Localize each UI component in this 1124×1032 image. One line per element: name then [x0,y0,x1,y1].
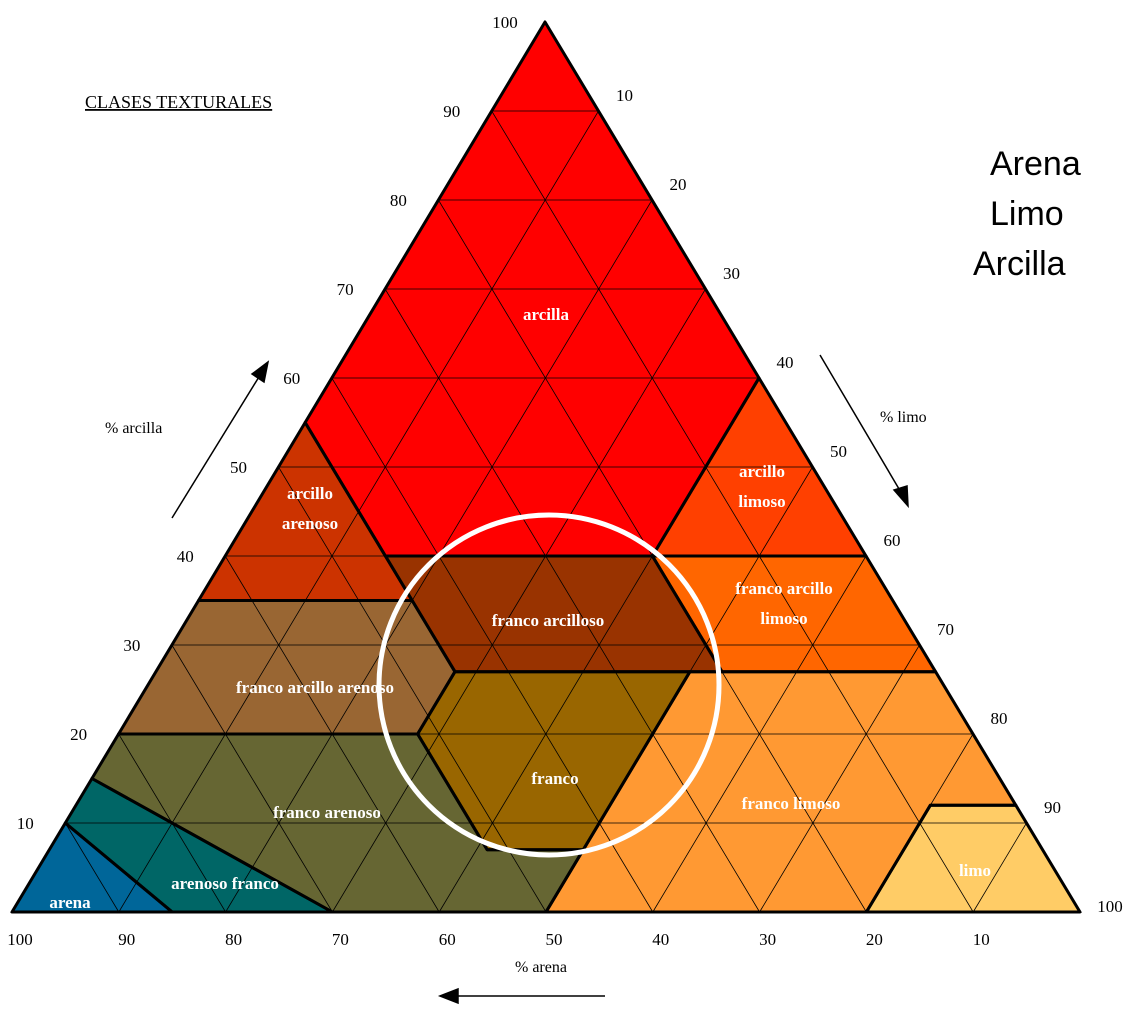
silt-tick: 50 [830,442,847,461]
title: CLASES TEXTURALES [85,92,272,112]
silt-tick: 40 [777,353,794,372]
region-label: franco arcillo arenoso [236,678,394,697]
grid-line [491,110,974,913]
region-label: arenoso franco [171,874,279,893]
region [118,600,455,734]
sand-tick: 40 [652,930,669,949]
region [385,556,722,672]
silt-axis-label: % limo [880,409,927,426]
region-label: arcillo [739,462,785,481]
silt-tick: 10 [616,86,633,105]
region-label: arcilla [523,305,569,324]
region-label: franco limoso [742,794,841,813]
sand-tick: 60 [439,930,456,949]
sand-tick: 70 [332,930,349,949]
silt-tick: 30 [723,264,740,283]
grid-line [332,288,706,913]
grid-line [972,822,1027,913]
highlight-circle [376,512,722,858]
grid-line [759,644,920,913]
region-label: franco arcillo [735,579,832,598]
region [546,671,1016,912]
sand-tick: 30 [759,930,776,949]
region-label: limoso [760,609,807,628]
legend-item: Arcilla [973,245,1066,283]
triangle-border [10,20,1082,913]
region-label: limo [959,861,991,880]
clay-axis-label: % arcilla [105,420,162,437]
clay-tick: 70 [337,280,354,299]
region [866,805,1080,912]
region [65,778,333,912]
region-label: limoso [738,492,785,511]
clay-tick: 80 [390,191,407,210]
silt-tick: 100 [1097,897,1123,916]
region-label: franco [531,769,578,788]
region-label: arcillo [287,484,333,503]
clay-tick: 90 [443,102,460,121]
arrows [171,354,909,1005]
grid-line [384,288,760,913]
grid-line [652,555,867,913]
clay-tick: 10 [17,814,34,833]
clay-tick: 50 [230,458,247,477]
sand-tick: 80 [225,930,242,949]
sand-tick: 20 [866,930,883,949]
sand-tick: 10 [973,930,990,949]
silt-tick: 80 [991,709,1008,728]
sand-tick: 50 [546,930,563,949]
legend-item: Arena [990,145,1081,183]
grid-line [64,822,120,913]
clay-tick: 100 [492,13,518,32]
region-label: arena [49,893,91,912]
silt-tick: 90 [1044,798,1061,817]
grid-line [278,466,547,913]
grid-line [171,644,333,913]
region-label: franco arcilloso [492,611,605,630]
clay-tick: 40 [177,547,194,566]
clay-tick: 60 [283,369,300,388]
sand-tick: 90 [118,930,135,949]
sand-tick: 100 [7,930,33,949]
sand-axis-label: % arena [515,959,567,976]
silt-tick: 20 [670,175,687,194]
region-label: arenoso [282,514,338,533]
region-label: franco arenoso [273,803,381,822]
legend-item: Limo [990,195,1064,233]
clay-tick: 20 [70,725,87,744]
silt-tick: 60 [884,531,901,550]
silt-tick: 70 [937,620,954,639]
boundaries [10,20,1082,914]
clay-tick: 30 [123,636,140,655]
region [417,671,690,850]
